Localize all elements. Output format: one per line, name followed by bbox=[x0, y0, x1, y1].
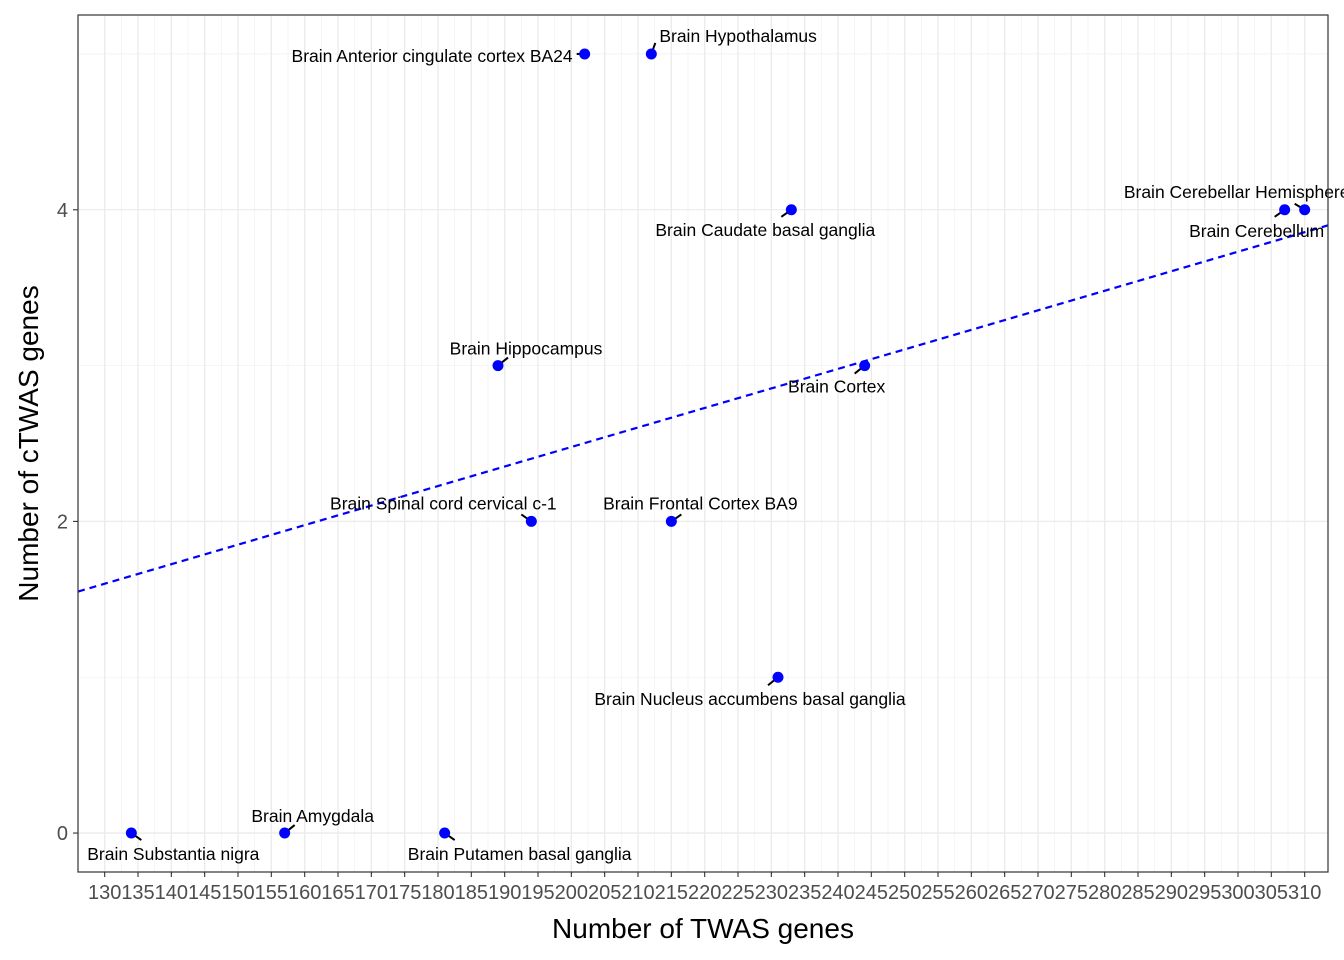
major-gridlines bbox=[78, 15, 1328, 872]
data-point bbox=[785, 204, 797, 216]
data-point bbox=[525, 515, 537, 527]
data-point bbox=[579, 48, 591, 60]
x-tick-label: 265 bbox=[988, 882, 1021, 904]
point-label: Brain Putamen basal ganglia bbox=[408, 844, 632, 864]
y-tick-label: 4 bbox=[57, 200, 68, 222]
point-label: Brain Cortex bbox=[788, 377, 886, 397]
x-tick-label: 300 bbox=[1221, 882, 1254, 904]
point-label: Brain Hypothalamus bbox=[659, 26, 817, 46]
data-points bbox=[125, 48, 1311, 839]
data-point bbox=[279, 827, 291, 839]
x-tick-label: 275 bbox=[1055, 882, 1088, 904]
x-tick-label: 170 bbox=[355, 882, 388, 904]
x-tick-label: 190 bbox=[488, 882, 521, 904]
x-tick-label: 220 bbox=[688, 882, 721, 904]
x-tick-label: 150 bbox=[221, 882, 254, 904]
trend-line bbox=[77, 224, 1329, 593]
x-tick-label: 230 bbox=[755, 882, 788, 904]
data-point bbox=[439, 827, 451, 839]
x-tick-label: 135 bbox=[121, 882, 154, 904]
x-tick-label: 180 bbox=[421, 882, 454, 904]
x-axis-title: Number of TWAS genes bbox=[552, 913, 854, 944]
x-tick-label: 160 bbox=[288, 882, 321, 904]
x-tick-label: 205 bbox=[588, 882, 621, 904]
x-tick-label: 235 bbox=[788, 882, 821, 904]
point-label: Brain Cerebellum bbox=[1189, 221, 1324, 241]
x-axis-ticks: 130 135 140 145 150 155 160 165 170 175 180 185 190 1… bbox=[88, 872, 1321, 904]
x-tick-label: 210 bbox=[621, 882, 654, 904]
point-label: Brain Amygdala bbox=[251, 806, 374, 826]
point-label: Brain Caudate basal ganglia bbox=[655, 220, 875, 240]
point-label: Brain Hippocampus bbox=[450, 339, 603, 359]
x-tick-label: 145 bbox=[188, 882, 221, 904]
x-tick-label: 295 bbox=[1188, 882, 1221, 904]
x-tick-label: 225 bbox=[721, 882, 754, 904]
data-point bbox=[125, 827, 137, 839]
x-tick-label: 185 bbox=[455, 882, 488, 904]
x-tick-label: 255 bbox=[921, 882, 954, 904]
data-point bbox=[1299, 204, 1311, 216]
x-tick-label: 305 bbox=[1255, 882, 1288, 904]
point-label: Brain Frontal Cortex BA9 bbox=[603, 493, 798, 513]
x-tick-label: 285 bbox=[1121, 882, 1154, 904]
x-tick-label: 270 bbox=[1021, 882, 1054, 904]
point-label: Brain Anterior cingulate cortex BA24 bbox=[292, 46, 573, 66]
y-axis-ticks: 0 2 4 bbox=[57, 200, 78, 845]
data-point bbox=[665, 515, 677, 527]
x-tick-label: 245 bbox=[855, 882, 888, 904]
point-labels: Brain Substantia nigra Brain Amygdala Brai… bbox=[87, 26, 1344, 864]
data-point bbox=[1279, 204, 1291, 216]
data-point bbox=[645, 48, 657, 60]
point-label: Brain Spinal cord cervical c-1 bbox=[330, 493, 557, 513]
x-tick-label: 130 bbox=[88, 882, 121, 904]
y-axis-title: Number of cTWAS genes bbox=[13, 285, 44, 601]
data-point bbox=[859, 360, 871, 372]
minor-gridlines bbox=[78, 15, 1328, 872]
x-tick-label: 250 bbox=[888, 882, 921, 904]
x-tick-label: 195 bbox=[521, 882, 554, 904]
x-tick-label: 175 bbox=[388, 882, 421, 904]
y-tick-label: 0 bbox=[57, 823, 68, 845]
x-tick-label: 240 bbox=[821, 882, 854, 904]
panel-border bbox=[77, 14, 1329, 873]
x-tick-label: 260 bbox=[955, 882, 988, 904]
trend-line-group bbox=[77, 224, 1329, 593]
x-tick-label: 310 bbox=[1288, 882, 1321, 904]
y-tick-label: 2 bbox=[57, 511, 68, 533]
point-label: Brain Substantia nigra bbox=[87, 844, 259, 864]
x-tick-label: 155 bbox=[255, 882, 288, 904]
x-tick-label: 280 bbox=[1088, 882, 1121, 904]
x-tick-label: 215 bbox=[655, 882, 688, 904]
x-tick-label: 200 bbox=[555, 882, 588, 904]
x-tick-label: 140 bbox=[155, 882, 188, 904]
x-tick-label: 290 bbox=[1155, 882, 1188, 904]
point-label: Brain Nucleus accumbens basal ganglia bbox=[594, 689, 906, 709]
x-tick-label: 165 bbox=[321, 882, 354, 904]
data-point bbox=[492, 360, 504, 372]
data-point bbox=[772, 671, 784, 683]
point-label: Brain Cerebellar Hemisphere bbox=[1124, 182, 1344, 202]
